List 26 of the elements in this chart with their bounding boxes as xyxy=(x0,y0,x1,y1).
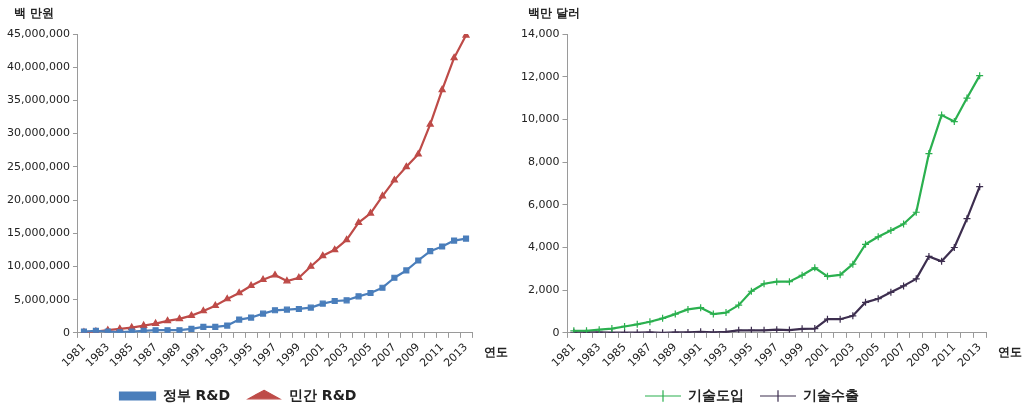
legend-label: 기술수출 xyxy=(803,386,859,403)
y-tick-label: 14,000 xyxy=(520,26,560,40)
x-axis-title: 연도 xyxy=(998,345,1022,359)
y-tick-label: 8,000 xyxy=(527,154,560,168)
y-tick-label: 0 xyxy=(552,325,560,339)
y-tick-label: 15,000,000 xyxy=(7,226,70,240)
y-tick-label: 12,000 xyxy=(520,69,560,83)
y-tick-label: 2,000 xyxy=(527,283,560,297)
legend-label: 민간 R&D xyxy=(289,386,357,403)
y-axis-title: 백만 달러 xyxy=(528,6,581,21)
y-tick-label: 4,000 xyxy=(527,240,560,254)
y-tick-label: 6,000 xyxy=(527,197,560,211)
y-tick-label: 10,000 xyxy=(520,112,560,126)
y-tick-label: 10,000,000 xyxy=(7,259,70,273)
y-axis-title: 백 만원 xyxy=(14,6,55,21)
y-tick-label: 20,000,000 xyxy=(7,192,70,206)
y-tick-label: 0 xyxy=(62,325,70,339)
legend-label: 정부 R&D xyxy=(162,386,230,403)
y-tick-label: 35,000,000 xyxy=(7,93,70,107)
y-tick-label: 5,000,000 xyxy=(14,292,70,306)
y-tick-label: 30,000,000 xyxy=(7,126,70,140)
x-axis-title: 연도 xyxy=(484,345,508,359)
y-tick-label: 25,000,000 xyxy=(7,159,70,173)
legend-label: 기술도입 xyxy=(688,386,744,403)
y-tick-label: 40,000,000 xyxy=(7,60,70,74)
y-tick-label: 45,000,000 xyxy=(7,26,70,40)
